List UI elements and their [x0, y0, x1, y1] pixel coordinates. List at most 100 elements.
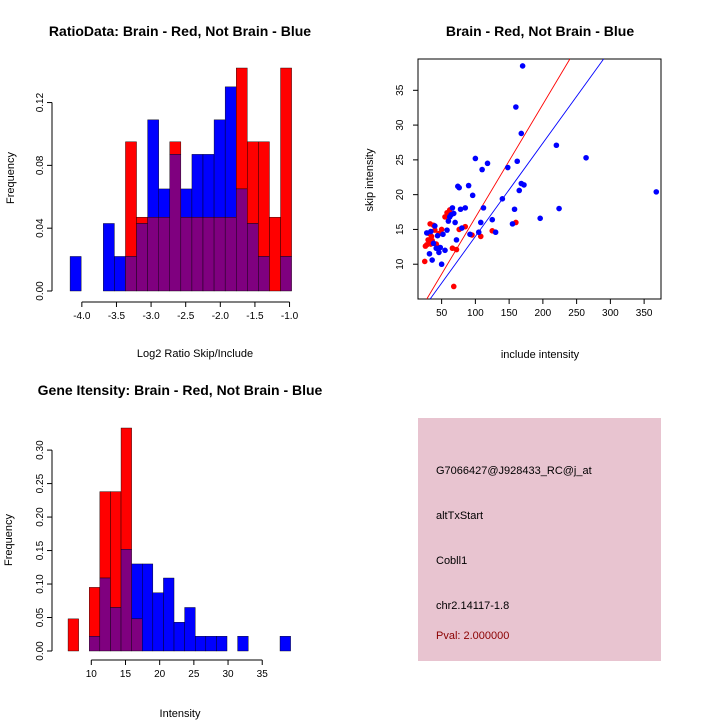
- ratio-bar-overlap: [147, 216, 159, 292]
- ratio-bar-notbrain: [224, 86, 237, 218]
- scatter-y-tick-label: 30: [395, 119, 406, 131]
- ratio-y-tick-label: 0.12: [35, 92, 46, 112]
- gene-location: chr2.14117-1.8: [436, 600, 510, 612]
- notbrain-point: [436, 249, 442, 256]
- gene-bar-brain: [89, 587, 101, 637]
- notbrain-point: [437, 244, 444, 251]
- gene-x-tick-label: 25: [188, 669, 200, 680]
- notbrain-point: [426, 250, 433, 257]
- gene-bar-notbrain: [142, 563, 154, 652]
- notbrain-point: [467, 231, 473, 238]
- ratio-x-tick-label: -2.0: [212, 311, 230, 322]
- ratio-bar-overlap: [169, 154, 182, 292]
- notbrain-point: [492, 229, 499, 236]
- ratio-bar-overlap: [191, 216, 204, 292]
- gene-bar-overlap: [99, 577, 111, 652]
- gene-bar-notbrain: [173, 622, 185, 652]
- ratio-x-tick-label: -2.5: [177, 311, 195, 322]
- gene-bar-notbrain: [131, 563, 143, 620]
- brain-point: [453, 246, 460, 253]
- notbrain-point: [653, 189, 660, 195]
- notbrain-point: [432, 223, 438, 229]
- gene-x-tick-label: 20: [154, 669, 166, 680]
- scatter-x-tick-label: 100: [467, 308, 484, 319]
- ratio-bar-brain: [258, 141, 270, 257]
- ratio-y-tick-label: 0.04: [35, 218, 46, 238]
- ratio-axes: -4.0 -3.5 -3.0 -2.5 -2.0 -1.5 -1.0 0.00 0.04 0.08…: [35, 92, 299, 322]
- ratio-x-tick-label: -1.0: [281, 311, 299, 322]
- notbrain-point: [477, 219, 484, 226]
- gene-title: Gene Itensity: Brain - Red, Not Brain - …: [38, 382, 323, 398]
- scatter-y-tick-label: 25: [395, 154, 406, 166]
- ratio-x-tick-label: -3.5: [108, 311, 126, 322]
- ratio-bar-notbrain: [180, 188, 193, 218]
- gene-bar-brain: [110, 491, 122, 608]
- gene-x-tick-label: 35: [257, 669, 269, 680]
- notbrain-point: [440, 231, 446, 238]
- ratio-bar-brain: [269, 216, 281, 292]
- notbrain-point: [519, 63, 526, 69]
- scatter-panel: Brain - Red, Not Brain - Blue include in…: [364, 23, 662, 361]
- notbrain-point: [450, 210, 457, 217]
- gene-x-tick-label: 30: [222, 669, 234, 680]
- ratio-bar-brain: [169, 141, 182, 155]
- p-value: Pval: 2.000000: [436, 630, 510, 642]
- ratio-bar-overlap: [258, 256, 270, 292]
- gene-bar-notbrain: [205, 636, 217, 652]
- brain-point: [477, 233, 484, 240]
- notbrain-fit-line: [429, 58, 604, 300]
- ratio-bar-overlap: [125, 256, 137, 292]
- scatter-fit-lines: [426, 58, 604, 300]
- notbrain-point: [499, 196, 506, 202]
- scatter-x-tick-label: 50: [436, 308, 448, 319]
- notbrain-point: [449, 205, 456, 211]
- ratio-bar-overlap: [224, 216, 237, 292]
- gene-bar-notbrain: [279, 636, 291, 652]
- gene-bar-overlap: [110, 607, 122, 652]
- ratio-bar-brain: [125, 141, 137, 257]
- gene-y-tick-label: 0.05: [35, 607, 46, 627]
- ratio-y-tick-label: 0.00: [35, 281, 46, 301]
- brain-point: [438, 226, 445, 233]
- notbrain-point: [509, 221, 516, 227]
- gene-y-tick-label: 0.15: [35, 540, 46, 560]
- notbrain-point: [484, 160, 491, 167]
- gene-histogram-panel: Gene Itensity: Brain - Red, Not Brain - …: [3, 382, 323, 720]
- brain-point: [421, 258, 428, 265]
- notbrain-point: [456, 184, 462, 191]
- gene-bar-notbrain: [195, 636, 207, 652]
- notbrain-point: [438, 261, 445, 268]
- scatter-x-tick-label: 250: [568, 308, 585, 319]
- notbrain-point: [428, 228, 434, 235]
- notbrain-point: [553, 142, 560, 149]
- gene-bar-brain: [67, 618, 79, 652]
- notbrain-point: [475, 229, 482, 236]
- notbrain-point: [514, 158, 521, 165]
- ratio-title: RatioData: Brain - Red, Not Brain - Blue: [49, 23, 311, 39]
- brain-point: [450, 283, 457, 290]
- gene-bar-notbrain: [216, 636, 228, 652]
- gene-bar-overlap: [120, 549, 132, 652]
- ratio-bar-notbrain: [213, 119, 226, 218]
- notbrain-point: [518, 130, 525, 137]
- notbrain-point: [429, 257, 435, 263]
- notbrain-point: [469, 192, 476, 199]
- scatter-y-tick-label: 15: [395, 223, 406, 235]
- notbrain-point: [465, 182, 472, 189]
- notbrain-point: [434, 232, 441, 239]
- gene-bar-brain: [120, 427, 132, 550]
- ratio-x-tick-label: -1.5: [246, 311, 264, 322]
- ratio-bar-notbrain: [69, 256, 82, 292]
- ratio-bar-notbrain: [114, 256, 126, 292]
- notbrain-point: [556, 205, 562, 212]
- gene-bar-overlap: [89, 636, 101, 652]
- ratio-bar-overlap: [280, 256, 292, 292]
- ratio-bar-overlap: [247, 223, 259, 292]
- notbrain-point: [430, 240, 437, 247]
- gene-y-tick-label: 0.00: [35, 641, 46, 661]
- scatter-plot-box: [417, 58, 662, 300]
- gene-y-tick-label: 0.30: [35, 440, 46, 460]
- ratio-bar-brain: [136, 216, 148, 224]
- gene-bars: [67, 427, 291, 652]
- gene-ylabel: Frequency: [3, 514, 15, 566]
